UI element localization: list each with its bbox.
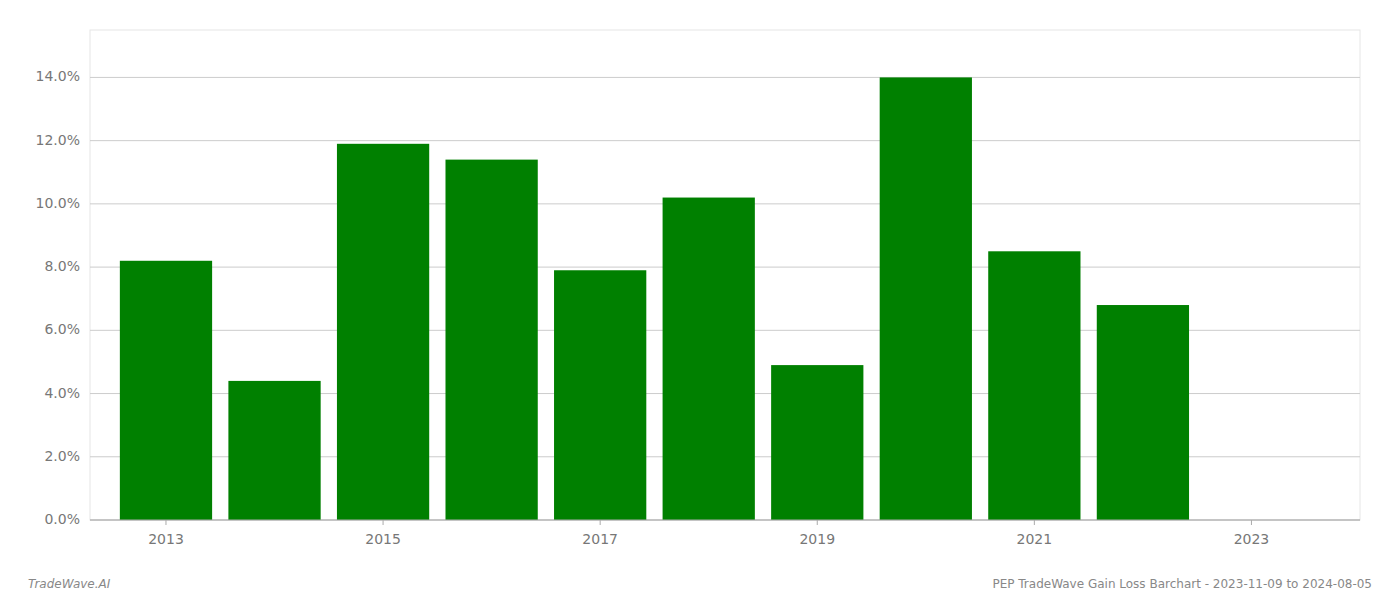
x-tick-label: 2021 xyxy=(1017,531,1053,547)
bars xyxy=(120,77,1189,520)
y-tick-label: 14.0% xyxy=(36,68,80,84)
grid-line xyxy=(90,520,1360,521)
y-axis: 0.0% 2.0% 4.0% 6.0% 8.0% 10.0% 12.0% 14.0% xyxy=(36,68,80,527)
bar xyxy=(120,261,212,520)
y-grid xyxy=(90,77,1360,520)
x-tick-label: 2013 xyxy=(148,531,184,547)
plot-frame xyxy=(90,30,1360,520)
x-tick xyxy=(165,520,166,525)
y-tick-label: 2.0% xyxy=(44,448,80,464)
grid-line xyxy=(90,140,1360,141)
bar xyxy=(988,251,1080,520)
x-tick-label: 2015 xyxy=(365,531,401,547)
bar xyxy=(228,381,320,520)
footer-left: TradeWave.AI xyxy=(28,577,111,591)
y-tick-label: 8.0% xyxy=(44,258,80,274)
x-tick-label: 2019 xyxy=(799,531,835,547)
y-tick-label: 12.0% xyxy=(36,132,80,148)
x-axis: 2013 2015 2017 2019 2021 2023 xyxy=(148,520,1269,547)
x-tick xyxy=(383,520,384,525)
bar xyxy=(445,160,537,520)
bar xyxy=(337,144,429,520)
y-tick-label: 0.0% xyxy=(44,511,80,527)
bar xyxy=(771,365,863,520)
y-tick-label: 10.0% xyxy=(36,195,80,211)
x-tick xyxy=(600,520,601,525)
chart-container: 0.0%2.0%4.0%6.0%8.0%10.0%12.0%14.0%20132… xyxy=(0,0,1400,600)
x-tick-label: 2023 xyxy=(1234,531,1270,547)
y-tick-label: 4.0% xyxy=(44,385,80,401)
x-axis-line xyxy=(90,520,1360,521)
grid-line xyxy=(90,77,1360,78)
footer-right: PEP TradeWave Gain Loss Barchart - 2023-… xyxy=(992,577,1372,591)
x-tick xyxy=(1251,520,1252,525)
bar xyxy=(663,198,755,520)
bar xyxy=(1097,305,1189,520)
chart-svg: 0.0%2.0%4.0%6.0%8.0%10.0%12.0%14.0%20132… xyxy=(0,0,1400,600)
y-tick-label: 6.0% xyxy=(44,321,80,337)
bar xyxy=(554,270,646,520)
x-tick xyxy=(1034,520,1035,525)
bar xyxy=(880,77,972,520)
x-tick xyxy=(817,520,818,525)
x-tick-label: 2017 xyxy=(582,531,618,547)
